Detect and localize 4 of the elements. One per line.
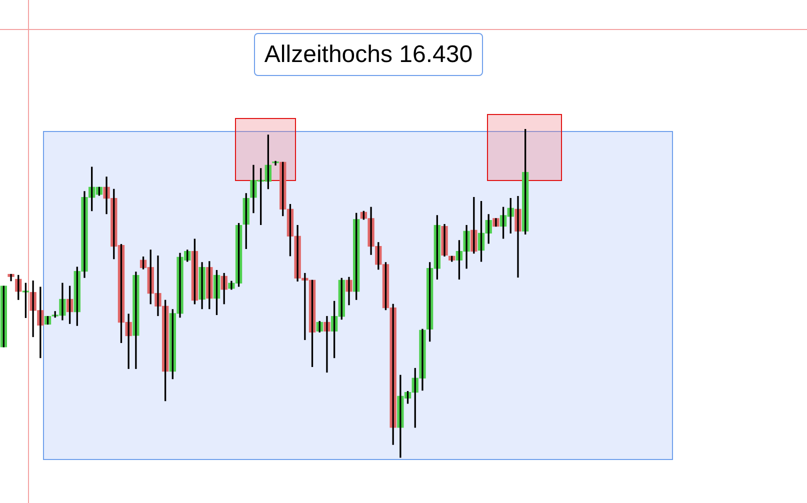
candlestick xyxy=(0,286,8,348)
candlestick xyxy=(22,282,30,318)
candlestick xyxy=(492,218,500,227)
text: Allzeithochs 16.430 xyxy=(254,33,483,76)
